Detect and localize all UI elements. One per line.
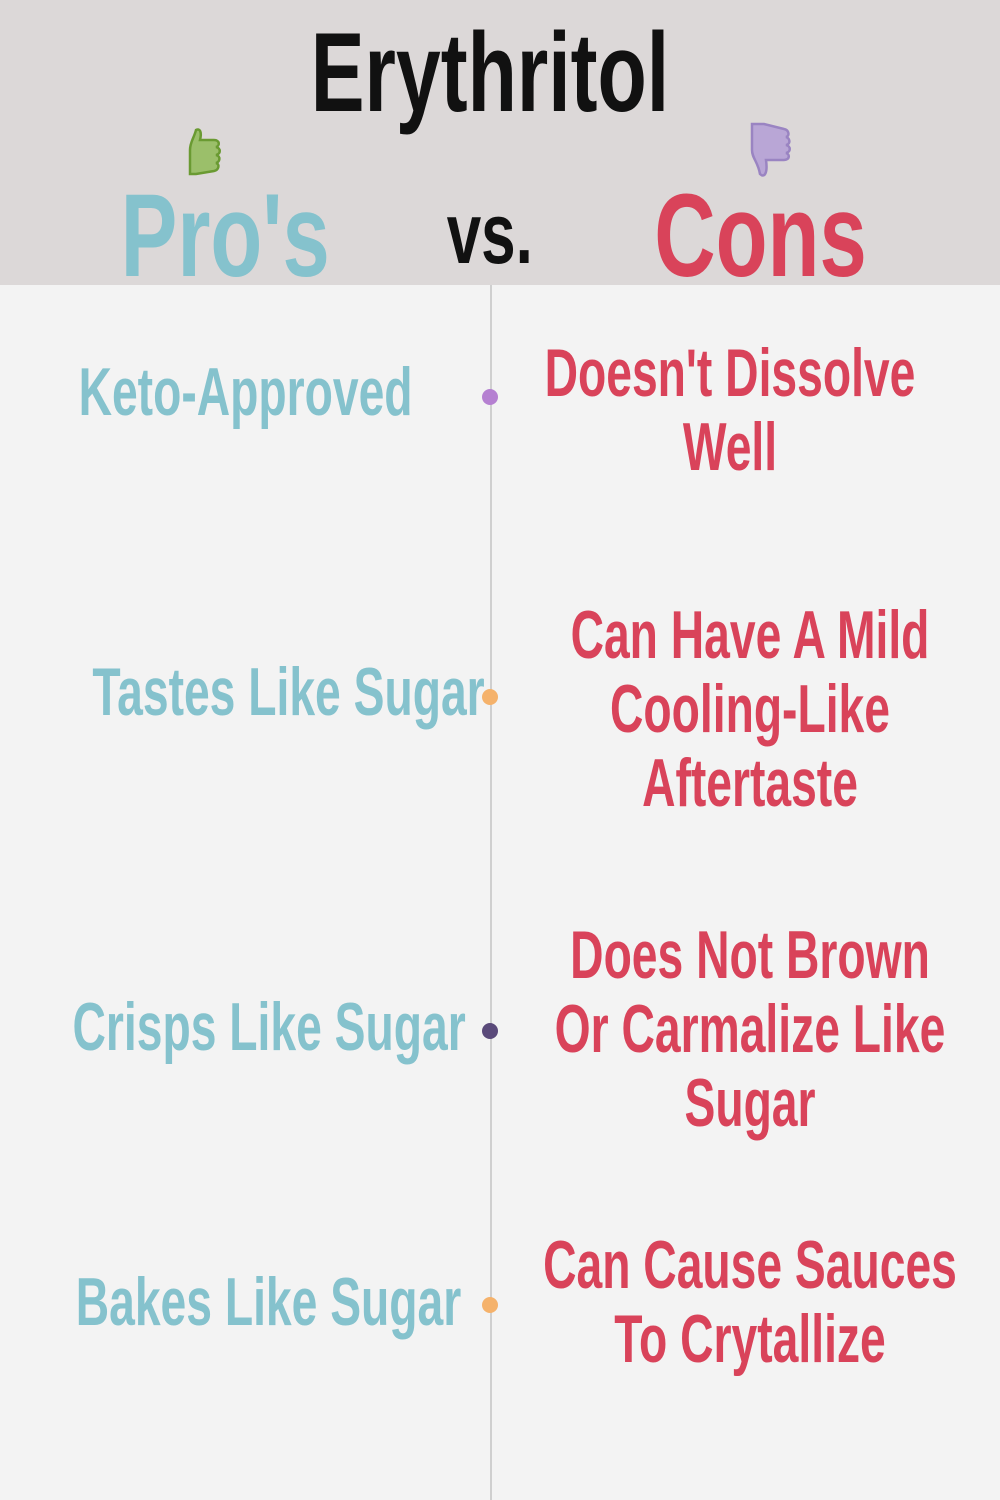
timeline-dot	[482, 389, 498, 405]
thumbs-up-icon	[188, 128, 221, 176]
pros-heading: Pro's	[120, 170, 330, 302]
con-item: Doesn't Dissolve Well	[544, 335, 916, 485]
header	[0, 0, 1000, 285]
page-title: Erythritol	[310, 10, 670, 135]
pro-item: Tastes Like Sugar	[92, 654, 485, 730]
pro-item: Crisps Like Sugar	[72, 989, 466, 1065]
con-item: Can Cause Sauces To Crytallize	[543, 1227, 957, 1377]
timeline-dot	[482, 1297, 498, 1313]
vs-label: vs.	[446, 186, 534, 282]
pro-item: Keto-Approved	[78, 354, 413, 430]
cons-heading: Cons	[653, 170, 867, 302]
timeline-dot	[482, 1023, 498, 1039]
timeline-dot	[482, 689, 498, 705]
pro-item: Bakes Like Sugar	[75, 1264, 462, 1340]
timeline-divider	[490, 285, 492, 1500]
thumbs-down-icon	[750, 122, 791, 177]
con-item: Can Have A Mild Cooling-Like Aftertaste	[570, 597, 930, 821]
con-item: Does Not Brown Or Carmalize Like Sugar	[554, 917, 946, 1141]
